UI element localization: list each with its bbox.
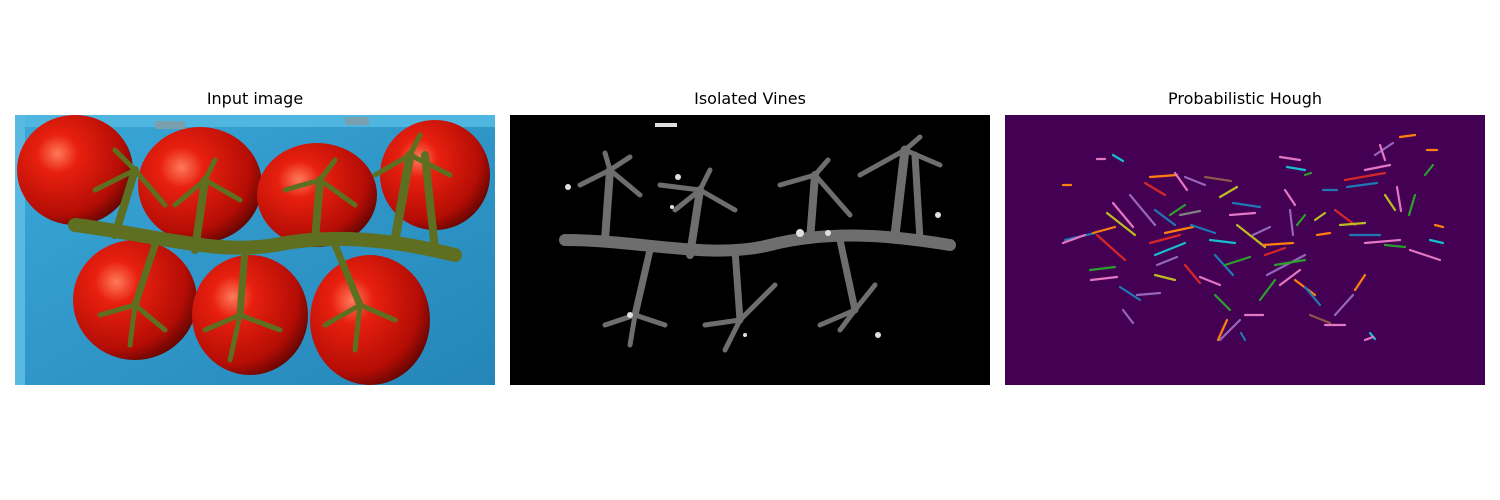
tomato [192, 255, 308, 375]
hough-image [1005, 115, 1485, 385]
tomato [17, 115, 133, 225]
panel-title: Probabilistic Hough [1005, 88, 1485, 110]
input-image [15, 115, 495, 385]
vine-mask-image [510, 115, 990, 385]
panel-title: Input image [15, 88, 495, 110]
panel-title: Isolated Vines [510, 88, 990, 110]
tomato-vine-photo [15, 115, 495, 385]
hough-line-segments [1005, 115, 1485, 385]
tomato [310, 255, 430, 385]
grayscale-vine-mask [510, 115, 990, 385]
